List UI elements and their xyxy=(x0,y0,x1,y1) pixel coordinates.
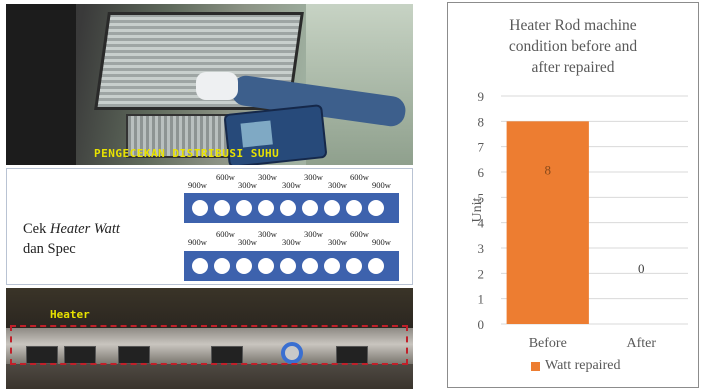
check-label: Cek Heater Watt dan Spec xyxy=(23,219,120,259)
watt-labels-bottom: 900w 600w 300w 300w 300w 300w 300w 600w 900w xyxy=(188,229,408,247)
heater-slot xyxy=(236,258,252,274)
check-label-line2: dan Spec xyxy=(23,241,76,257)
y-tick-label: 4 xyxy=(478,216,485,231)
top-photo-temperature-check: PENGECEKAN DISTRIBUSI SUHU xyxy=(6,4,413,165)
x-tick-label: Before xyxy=(529,336,567,351)
heater-slot xyxy=(346,258,362,274)
y-tick-label: 7 xyxy=(478,140,485,155)
heater-slot xyxy=(214,200,230,216)
watt-label: 300w xyxy=(282,180,301,190)
heater-slot xyxy=(324,200,340,216)
bottom-photo-heater-rod: Heater xyxy=(6,288,413,389)
heater-slot xyxy=(346,200,362,216)
watt-label: 600w xyxy=(350,172,369,182)
heater-slot xyxy=(280,200,296,216)
watt-labels-top: 900w 600w 300w 300w 300w 300w 300w 600w 900w xyxy=(188,172,408,190)
heater-slot xyxy=(302,200,318,216)
watt-label: 300w xyxy=(238,180,257,190)
chart-title-line: Heater Rod machine xyxy=(509,17,637,34)
watt-label: 900w xyxy=(372,237,391,247)
y-tick-label: 2 xyxy=(478,266,485,281)
bar xyxy=(506,121,589,324)
heater-slot xyxy=(214,258,230,274)
heater-slot xyxy=(280,258,296,274)
heater-strip-bottom xyxy=(184,251,399,281)
heater-slot xyxy=(324,258,340,274)
heater-slot xyxy=(368,200,384,216)
check-label-prefix: Cek xyxy=(23,221,50,237)
chart-title: Heater Rod machine condition before and … xyxy=(448,15,698,78)
y-tick-label: 5 xyxy=(478,190,485,205)
watt-label: 900w xyxy=(188,180,207,190)
chart-plot: 0 1 2 3 4 5 6 7 8 9 Unit 8 Before 0 After xyxy=(470,89,688,351)
legend-swatch xyxy=(531,361,540,371)
watt-label: 600w xyxy=(216,229,235,239)
photo-machine-frame xyxy=(6,4,76,165)
heater-slot xyxy=(258,258,274,274)
legend-label: Watt repaired xyxy=(545,358,621,373)
watt-label: 300w xyxy=(328,237,347,247)
watt-label: 300w xyxy=(304,172,323,182)
watt-label: 300w xyxy=(328,180,347,190)
watt-label: 300w xyxy=(258,229,277,239)
chart-legend: Watt repaired xyxy=(531,358,620,374)
chart-title-line: condition before and xyxy=(508,38,638,55)
watt-label: 600w xyxy=(216,172,235,182)
watt-label: 900w xyxy=(372,180,391,190)
y-axis-label: Unit xyxy=(470,197,485,222)
y-tick-label: 0 xyxy=(478,317,485,332)
heater-slot xyxy=(236,200,252,216)
watt-label: 300w xyxy=(282,237,301,247)
heater-slot xyxy=(192,200,208,216)
photo-glove xyxy=(196,72,238,100)
watt-label: 300w xyxy=(258,172,277,182)
photo-highlight-box xyxy=(10,325,408,365)
heater-label: Heater xyxy=(50,308,90,321)
heater-slot xyxy=(302,258,318,274)
y-tick-label: 8 xyxy=(478,114,485,129)
photo-caption: PENGECEKAN DISTRIBUSI SUHU xyxy=(94,147,280,160)
y-tick-label: 9 xyxy=(478,89,485,104)
y-tick-label: 1 xyxy=(478,292,485,307)
heater-strip-top xyxy=(184,193,399,223)
photo-terminal-ring xyxy=(281,342,303,364)
watt-label: 300w xyxy=(304,229,323,239)
heater-slot xyxy=(258,200,274,216)
check-label-italic: Heater Watt xyxy=(49,221,120,237)
y-tick-label: 6 xyxy=(478,165,485,180)
y-tick-label: 3 xyxy=(478,241,485,256)
watt-label: 300w xyxy=(238,237,257,247)
watt-label: 600w xyxy=(350,229,369,239)
heater-slot xyxy=(368,258,384,274)
data-label: 8 xyxy=(545,162,552,177)
heater-slot xyxy=(192,258,208,274)
x-tick-label: After xyxy=(626,336,656,351)
watt-label: 900w xyxy=(188,237,207,247)
data-label: 0 xyxy=(638,261,645,276)
chart-container: Heater Rod machine condition before and … xyxy=(447,2,699,388)
chart-title-line: after repaired xyxy=(531,59,615,76)
